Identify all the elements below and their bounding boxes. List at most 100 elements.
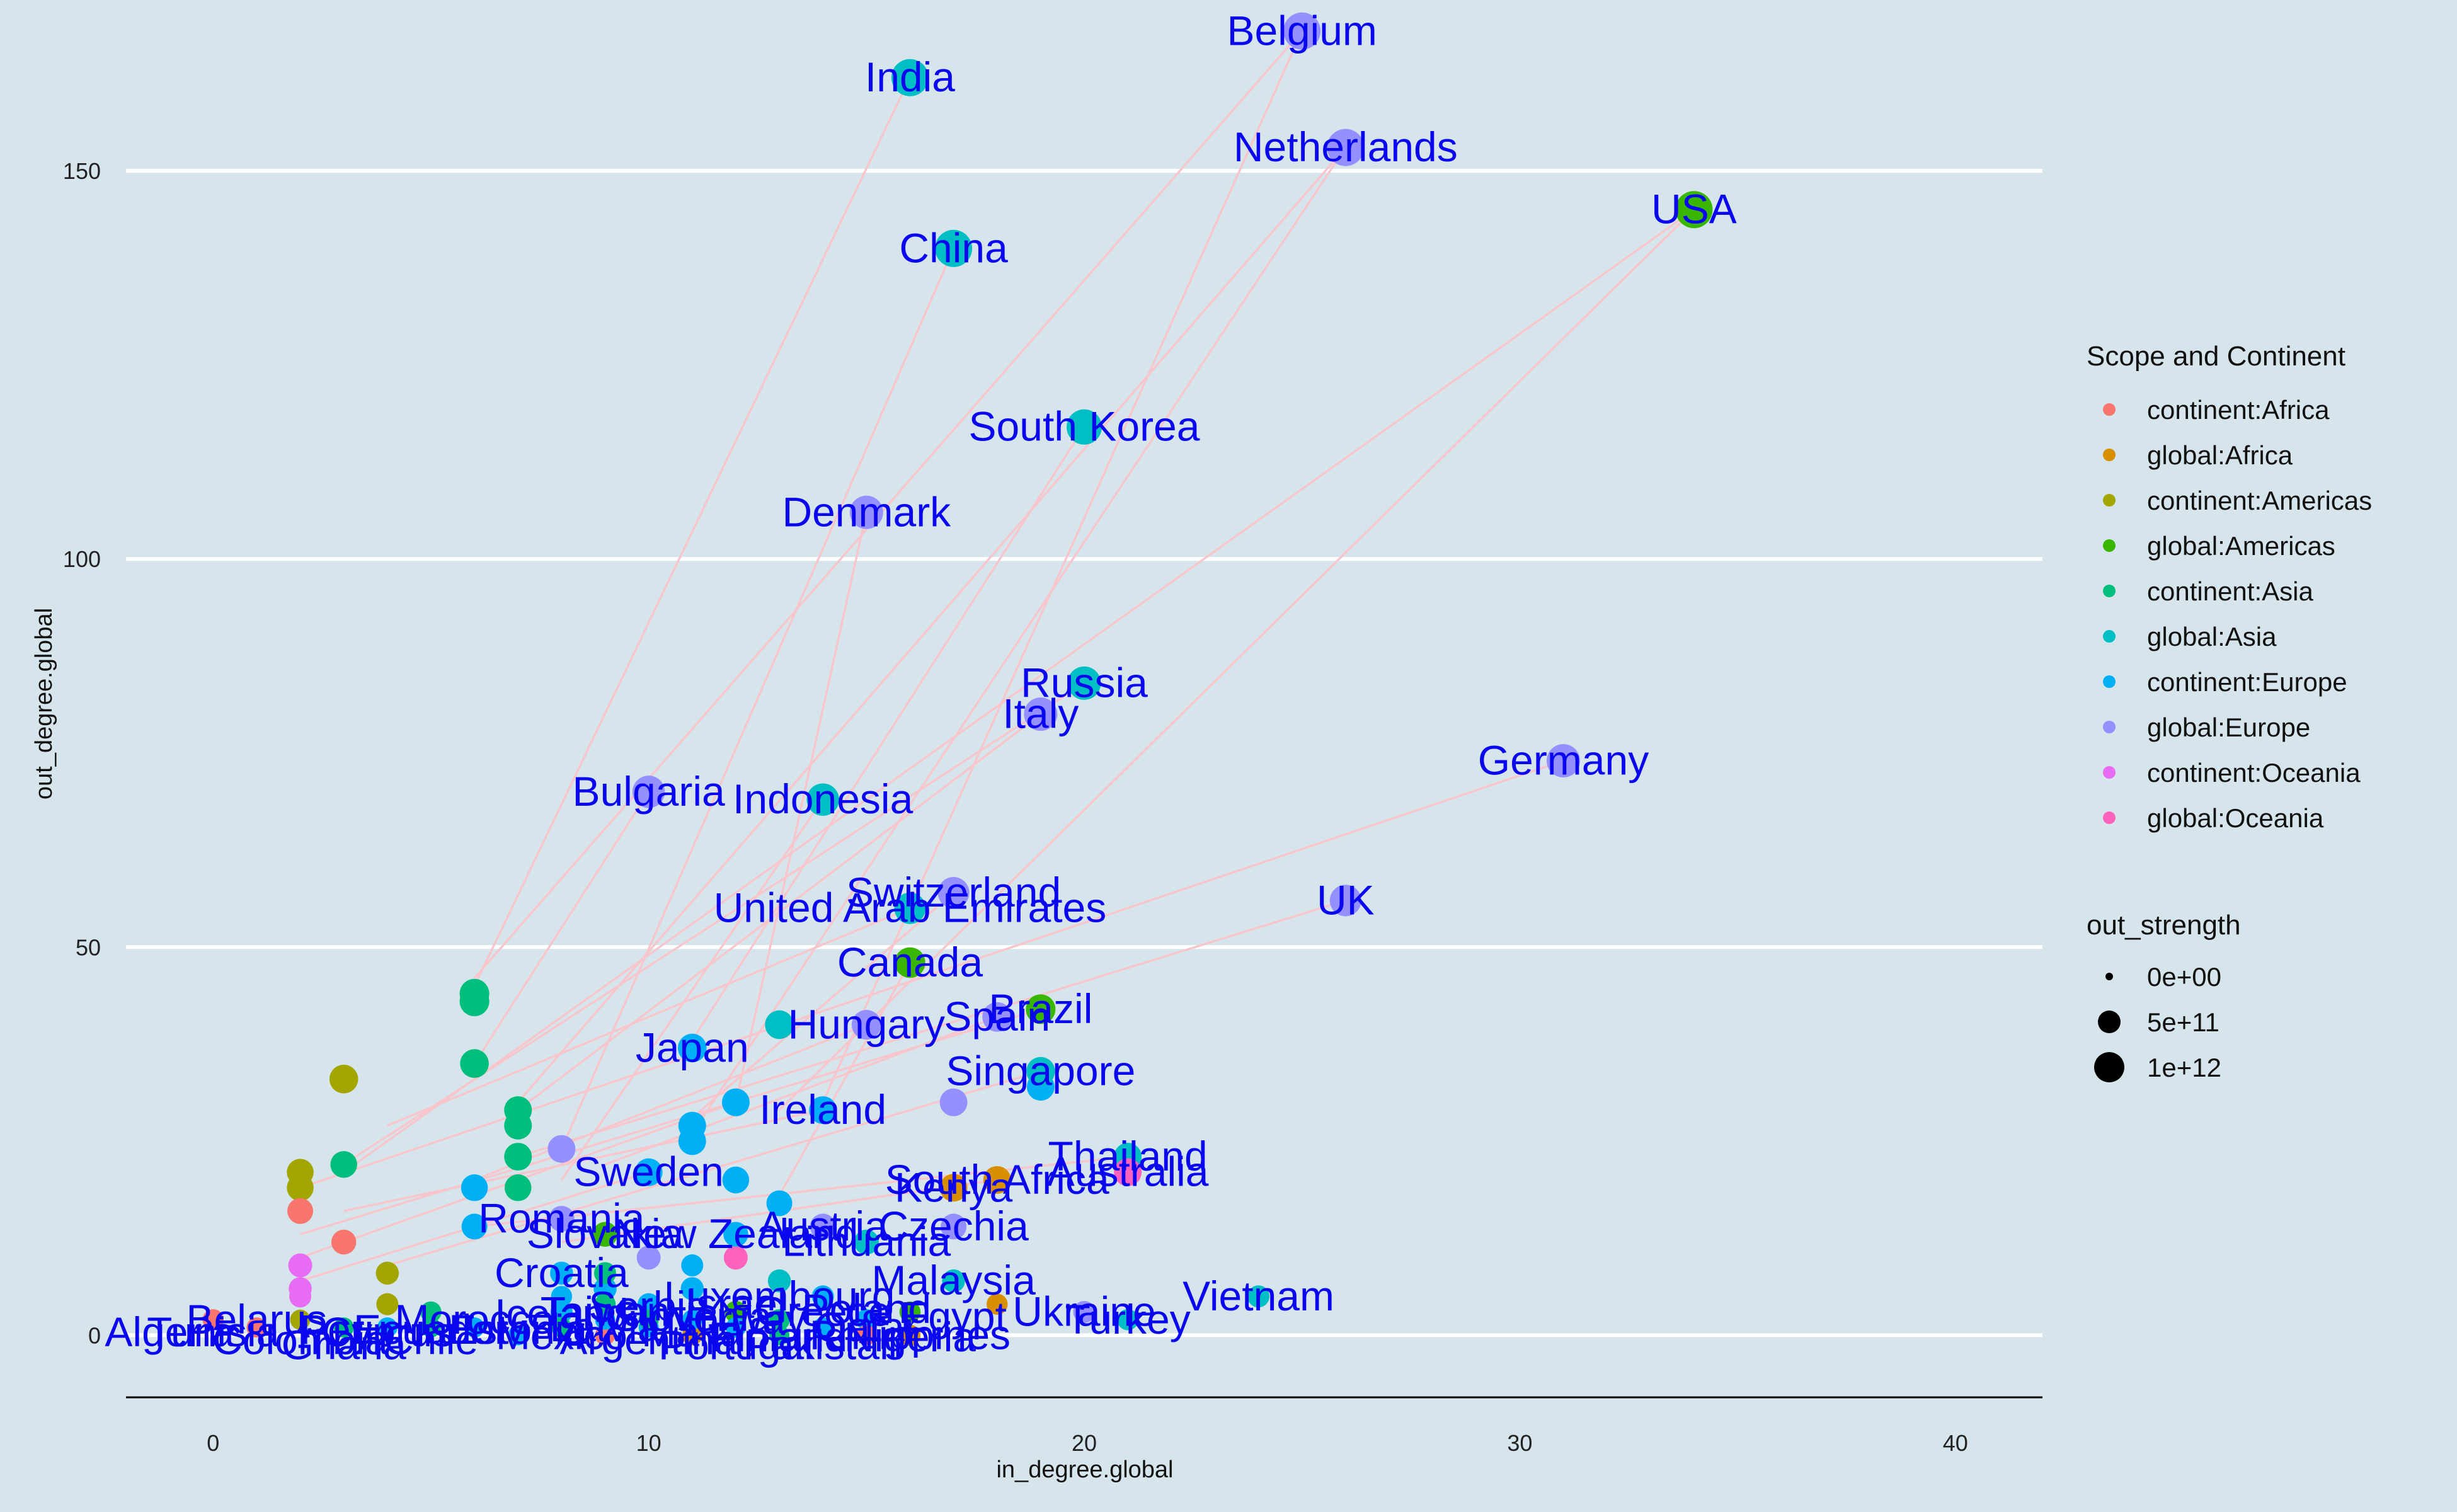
data-label: New Zealand	[613, 1210, 858, 1257]
data-point	[723, 1222, 748, 1247]
legend-size-label: 5e+11	[2147, 1007, 2219, 1037]
data-label: Chile	[384, 1316, 478, 1363]
data-label: Tunisia	[147, 1309, 280, 1355]
data-label: Ghana	[282, 1321, 406, 1368]
legend-size-label: 1e+12	[2147, 1053, 2221, 1082]
edge-line	[343, 1109, 823, 1212]
data-point	[593, 1277, 617, 1300]
edge-line	[822, 30, 1303, 1103]
data-point	[721, 1088, 750, 1116]
data-point	[895, 947, 925, 978]
data-label: Luxembourg	[664, 1273, 895, 1319]
data-point	[854, 1229, 879, 1255]
data-point	[638, 1309, 659, 1330]
edge-line	[474, 1023, 867, 1181]
data-point	[504, 1111, 532, 1140]
data-point	[464, 1317, 485, 1338]
data-label: Spain	[944, 993, 1050, 1040]
data-point	[287, 1174, 314, 1201]
legend-color-label: global:Oceania	[2147, 803, 2324, 833]
legend-color-swatch	[2103, 585, 2116, 597]
data-point	[1327, 129, 1365, 166]
grid-lines	[126, 169, 2042, 1337]
x-tick-labels: 0 10 20 30 40	[207, 1430, 1967, 1456]
data-label: Ecuador	[353, 1306, 508, 1353]
data-point	[638, 1293, 660, 1315]
legend-color-label: continent:Asia	[2147, 576, 2313, 606]
data-label: United Arab Emirates	[714, 885, 1107, 931]
data-point	[246, 1317, 267, 1338]
data-point	[377, 1317, 398, 1338]
data-point	[550, 1261, 573, 1285]
data-point	[461, 1174, 488, 1201]
data-point	[680, 1277, 704, 1300]
data-point	[769, 1309, 790, 1331]
edge-line	[387, 1070, 1041, 1267]
data-label: Belgium	[1227, 7, 1377, 54]
edge-line	[473, 77, 912, 987]
data-label: Nigeria	[844, 1314, 976, 1360]
data-point	[636, 1246, 661, 1270]
legend-size-items: 0e+00 5e+11 1e+12	[2094, 962, 2221, 1082]
data-point	[504, 1143, 532, 1171]
data-label: Kenya	[895, 1164, 1012, 1210]
data-label: Serbia	[588, 1283, 709, 1329]
data-point	[289, 1285, 312, 1308]
y-tick-label: 150	[63, 158, 101, 184]
data-point	[1117, 1309, 1138, 1331]
data-point	[1329, 885, 1361, 917]
data-point	[678, 1033, 707, 1063]
data-label: Israel	[685, 1280, 786, 1327]
data-label: Poland	[802, 1285, 932, 1332]
data-label: Russia	[1021, 659, 1148, 706]
data-label: Australia	[1047, 1148, 1209, 1195]
data-point	[504, 1174, 532, 1201]
data-point	[894, 892, 926, 924]
data-label: Greece	[755, 1288, 891, 1334]
data-point	[851, 1010, 881, 1040]
data-label: UK	[1317, 876, 1375, 923]
data-point	[1283, 12, 1321, 50]
data-point	[202, 1309, 224, 1331]
legend-color-swatch	[2103, 766, 2116, 779]
data-label: Malaysia	[871, 1257, 1036, 1303]
data-label: Taiwan	[541, 1288, 670, 1334]
data-point	[460, 1049, 489, 1078]
edge-line	[560, 248, 955, 1150]
data-point	[420, 1317, 441, 1338]
data-point	[891, 59, 929, 96]
data-label: Peru	[300, 1306, 387, 1353]
data-point	[594, 1293, 616, 1315]
data-point	[942, 1269, 965, 1293]
legend-color-label: continent:Europe	[2147, 667, 2347, 697]
data-point	[941, 1213, 967, 1240]
data-point	[725, 1317, 746, 1338]
data-label: South Korea	[969, 403, 1200, 450]
legend-color-swatch	[2103, 449, 2116, 461]
x-tick-label: 10	[636, 1430, 662, 1456]
legend-color-label: global:Asia	[2147, 622, 2277, 651]
data-point	[935, 229, 973, 267]
data-point	[592, 1222, 618, 1247]
y-tick-label: 100	[63, 546, 101, 572]
legend-size-swatch	[2098, 1011, 2121, 1033]
legend-color-title: Scope and Continent	[2087, 341, 2345, 372]
data-label: Sweden	[573, 1148, 724, 1195]
data-point	[547, 1135, 576, 1163]
data-label: USA	[1651, 186, 1737, 232]
data-point	[811, 1285, 834, 1308]
y-axis-title: out_degree.global	[31, 608, 57, 799]
data-point	[767, 1269, 791, 1293]
country-labels: Belgium India Netherlands USA China South Kor…	[478, 7, 1736, 1358]
data-point	[849, 495, 883, 529]
data-point	[595, 1309, 616, 1330]
data-point	[983, 1166, 1011, 1194]
data-point	[939, 1174, 968, 1202]
edge-line	[691, 147, 1347, 1135]
data-label: Turkey	[1065, 1296, 1191, 1343]
data-label: Ukraine	[1012, 1288, 1155, 1334]
legend: Scope and Continent continent:Africa glob…	[2087, 341, 2372, 1082]
data-point	[461, 1213, 488, 1240]
